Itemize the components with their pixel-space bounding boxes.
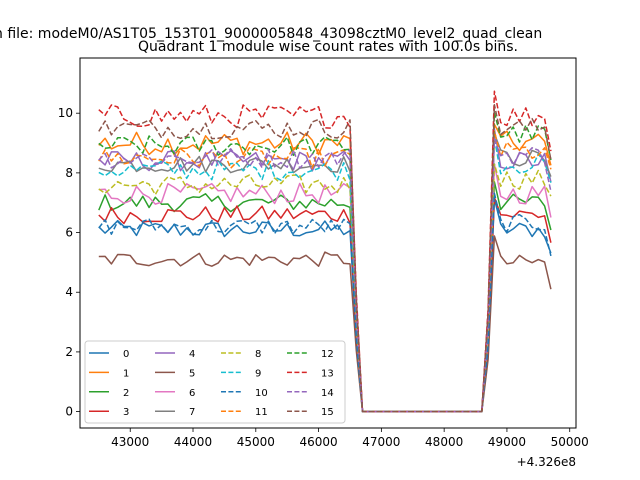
legend-label-3: 3: [123, 407, 129, 418]
legend-box: [84, 340, 346, 424]
legend-label-1: 1: [123, 368, 129, 379]
series-layer: [98, 90, 552, 413]
legend-label-10: 10: [255, 388, 268, 399]
y-tick-label: 6: [65, 226, 73, 240]
x-tick-label: 43000: [111, 435, 149, 449]
y-tick-label: 10: [58, 106, 73, 120]
legend-label-0: 0: [123, 349, 129, 360]
legend-label-12: 12: [321, 349, 334, 360]
legend-label-11: 11: [255, 407, 268, 418]
legend-label-6: 6: [189, 388, 195, 399]
series-line-15: [98, 104, 552, 413]
x-axis: 43000 44000 45000 46000 47000 48000 49000 50000: [111, 428, 589, 449]
legend-label-15: 15: [321, 407, 334, 418]
legend-label-13: 13: [321, 368, 334, 379]
x-tick-label: 49000: [488, 435, 526, 449]
plot-frame: [79, 57, 577, 429]
legend-label-9: 9: [255, 368, 261, 379]
y-tick-label: 2: [65, 345, 73, 359]
legend-label-8: 8: [255, 349, 261, 360]
legend-label-5: 5: [189, 368, 195, 379]
x-tick-label: 47000: [362, 435, 400, 449]
x-offset-label: +4.326e8: [517, 455, 576, 469]
legend-label-2: 2: [123, 388, 129, 399]
x-tick-label: 44000: [174, 435, 212, 449]
y-axis: 0 2 4 6 8 10: [58, 106, 80, 419]
legend-label-4: 4: [189, 349, 195, 360]
legend-label-7: 7: [189, 407, 195, 418]
x-tick-label: 50000: [551, 435, 589, 449]
y-tick-label: 4: [65, 285, 73, 299]
y-tick-label: 8: [65, 166, 73, 180]
y-tick-label: 0: [65, 405, 73, 419]
figure-suptitle: n file: modeM0/AS1T05_153T01_9000005848_…: [0, 26, 542, 42]
x-tick-label: 45000: [237, 435, 275, 449]
legend-label-14: 14: [321, 388, 334, 399]
series-line-14: [98, 138, 552, 413]
chart-title: Quadrant 1 module wise count rates with …: [138, 39, 518, 55]
x-tick-label: 46000: [299, 435, 337, 449]
x-tick-label: 48000: [425, 435, 463, 449]
